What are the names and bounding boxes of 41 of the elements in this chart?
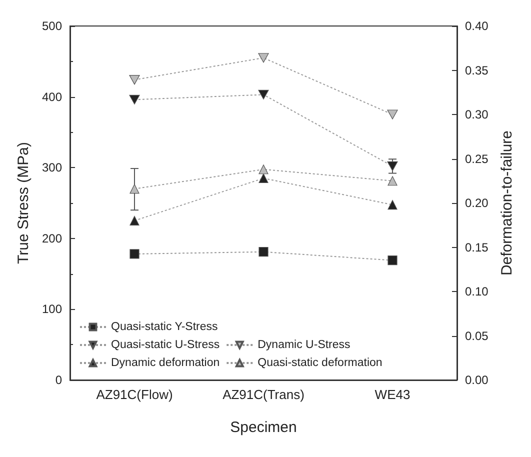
y-tick-label: 500 [42, 19, 62, 33]
point [388, 176, 398, 186]
y-tick-label: 200 [42, 231, 62, 246]
point [130, 184, 140, 194]
point [130, 216, 140, 226]
y-tick-label: 300 [42, 160, 62, 175]
legend-label: Dynamic U-Stress [258, 339, 351, 351]
y-axis-title: True Stress (MPa) [15, 142, 32, 264]
y-tick-label: 400 [42, 90, 62, 104]
legend-label: Quasi-static Y-Stress [111, 321, 218, 333]
point [130, 249, 140, 259]
point [129, 94, 140, 104]
y2-tick-label: 0.35 [465, 63, 489, 78]
point [258, 173, 268, 184]
y2-tick-label: 0.20 [465, 196, 489, 210]
point [388, 200, 398, 210]
y2-tick-label: 0.00 [465, 373, 489, 387]
point [388, 256, 398, 266]
point [258, 90, 269, 100]
point [258, 247, 268, 257]
y-tick-label: 100 [42, 302, 62, 316]
y-tick-label: 0 [55, 373, 62, 387]
y2-tick-label: 0.30 [465, 108, 489, 122]
y2-tick-label: 0.15 [465, 240, 489, 254]
legend-label: Quasi-static deformation [258, 357, 382, 369]
x-tick-label: AZ91C(Flow) [96, 387, 173, 402]
point [387, 110, 398, 120]
legend-label: Dynamic deformation [111, 357, 220, 369]
y2-tick-label: 0.40 [465, 19, 489, 33]
point [129, 75, 140, 85]
x-tick-label: WE43 [374, 387, 410, 402]
point [258, 53, 269, 63]
y2-axis-title: Deformation-to-failure [498, 130, 516, 276]
y2-tick-label: 0.25 [465, 152, 489, 166]
x-axis-title: Specimen [230, 419, 297, 436]
point [387, 161, 398, 171]
y2-tick-label: 0.10 [465, 284, 489, 298]
y2-tick-label: 0.05 [465, 328, 489, 343]
x-tick-label: AZ91C(Trans) [222, 387, 304, 402]
legend-label: Quasi-static U-Stress [111, 339, 220, 351]
point [258, 164, 268, 174]
